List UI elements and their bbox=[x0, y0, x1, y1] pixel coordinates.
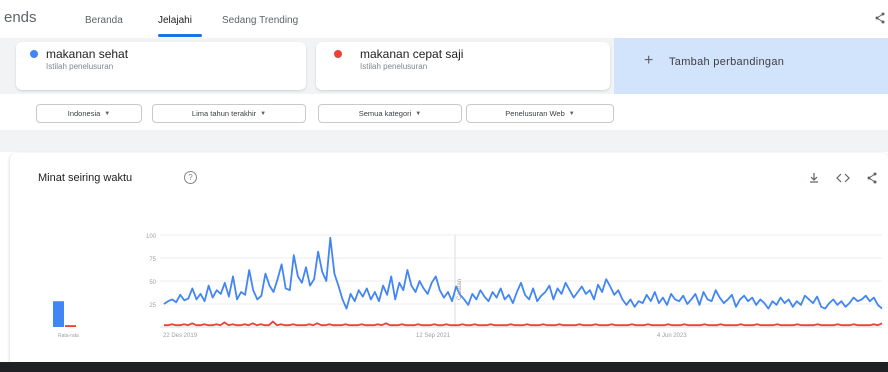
chart-labels: 100 75 50 25 22 Des 2019 12 Sep 2021 4 Jun 202… bbox=[58, 234, 687, 339]
average-bar bbox=[53, 301, 64, 327]
brand-logo[interactable]: ends bbox=[4, 9, 37, 26]
caret-down-icon: ▼ bbox=[104, 110, 111, 117]
term-card-1[interactable]: makanan sehat Istilah penelusuran bbox=[16, 42, 306, 90]
bottom-bar bbox=[0, 362, 888, 372]
term-name: makanan cepat saji bbox=[360, 47, 464, 61]
tab-jelajahi[interactable]: Jelajahi bbox=[158, 15, 192, 26]
chart-grid bbox=[160, 234, 882, 328]
share-icon[interactable] bbox=[874, 12, 886, 27]
embed-icon[interactable] bbox=[836, 172, 850, 187]
tab-sedang-trending[interactable]: Sedang Trending bbox=[222, 15, 299, 26]
caret-down-icon: ▼ bbox=[415, 110, 422, 117]
filter-category[interactable]: Semua kategori ▼ bbox=[318, 104, 462, 123]
help-icon[interactable]: ? bbox=[184, 171, 197, 184]
average-bars bbox=[53, 301, 76, 327]
x-tick-label: 22 Des 2019 bbox=[163, 333, 198, 339]
caret-down-icon: ▼ bbox=[568, 110, 575, 117]
average-bar bbox=[65, 325, 76, 327]
y-tick-label: 100 bbox=[146, 234, 157, 240]
add-comparison-button[interactable]: + Tambah perbandingan bbox=[614, 38, 888, 94]
share-icon[interactable] bbox=[866, 172, 878, 187]
x-tick-label: 12 Sep 2021 bbox=[416, 333, 451, 339]
term-name: makanan sehat bbox=[46, 47, 129, 61]
term-color-dot bbox=[30, 50, 38, 58]
term-subtitle: Istilah penelusuran bbox=[360, 62, 428, 71]
filter-search-type[interactable]: Penelusuran Web ▼ bbox=[466, 104, 614, 123]
top-nav: ends Beranda Jelajahi Sedang Trending bbox=[0, 0, 888, 39]
chart-lines bbox=[163, 236, 883, 327]
series-line bbox=[163, 236, 883, 310]
y-tick-label: 75 bbox=[149, 257, 156, 263]
average-label: Rata-rata bbox=[58, 333, 79, 339]
filter-label: Penelusuran Web bbox=[505, 109, 565, 118]
card-title: Minat seiring waktu bbox=[38, 172, 133, 184]
y-tick-label: 50 bbox=[149, 280, 156, 286]
filter-time-range[interactable]: Lima tahun terakhir ▼ bbox=[152, 104, 306, 123]
plus-icon: + bbox=[644, 52, 654, 69]
caret-down-icon: ▼ bbox=[260, 110, 267, 117]
term-color-dot bbox=[334, 50, 342, 58]
filter-label: Indonesia bbox=[67, 109, 101, 118]
filter-label: Semua kategori bbox=[358, 109, 412, 118]
active-tab-indicator bbox=[158, 34, 202, 37]
annotation-label: Catatan bbox=[457, 279, 463, 300]
x-tick-label: 4 Jun 2023 bbox=[657, 333, 687, 339]
filter-label: Lima tahun terakhir bbox=[191, 109, 257, 118]
term-card-2[interactable]: makanan cepat saji Istilah penelusuran bbox=[316, 42, 610, 90]
add-comparison-label: Tambah perbandingan bbox=[669, 56, 785, 68]
tab-beranda[interactable]: Beranda bbox=[85, 15, 123, 26]
interest-over-time-card bbox=[10, 153, 888, 372]
y-tick-label: 25 bbox=[149, 303, 156, 309]
filter-region[interactable]: Indonesia ▼ bbox=[36, 104, 142, 123]
series-line bbox=[164, 320, 883, 327]
download-icon[interactable] bbox=[808, 172, 820, 187]
term-subtitle: Istilah penelusuran bbox=[46, 62, 114, 71]
